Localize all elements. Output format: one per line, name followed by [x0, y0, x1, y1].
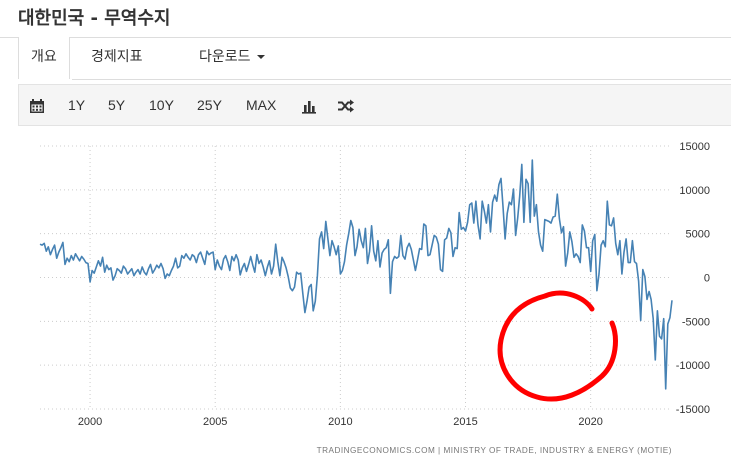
page-title: 대한민국 - 무역수지	[18, 8, 171, 29]
tab-overview[interactable]: 개요	[18, 37, 70, 79]
tab-divider	[72, 79, 731, 80]
chevron-down-icon	[256, 55, 265, 59]
chart-toolbar: 1Y 5Y 10Y 25Y MAX	[18, 84, 731, 126]
y-tick-label: 5000	[686, 229, 710, 241]
y-tick-label: 0	[704, 273, 710, 285]
range-25y-button[interactable]: 25Y	[197, 97, 222, 113]
x-axis-labels: 2000 2005 2010 2015 2020	[78, 416, 603, 428]
range-5y-button[interactable]: 5Y	[108, 97, 126, 113]
x-tick-label: 2005	[203, 416, 227, 428]
source-credit: TRADINGECONOMICS.COM | MINISTRY OF TRADE…	[317, 446, 672, 455]
x-tick-label: 2010	[328, 416, 352, 428]
y-tick-label: -15000	[676, 404, 710, 416]
x-tick-label: 2015	[453, 416, 477, 428]
shuffle-icon[interactable]	[337, 85, 355, 125]
range-1y-button[interactable]: 1Y	[68, 97, 86, 113]
y-tick-label: 15000	[679, 141, 710, 153]
chart-gridlines	[40, 145, 672, 410]
bar-chart-icon[interactable]	[301, 85, 317, 125]
calendar-icon[interactable]	[29, 85, 45, 125]
y-tick-label: 10000	[679, 185, 710, 197]
tab-indicators[interactable]: 경제지표	[91, 49, 143, 65]
x-tick-label: 2000	[78, 416, 102, 428]
tab-bar: 개요 경제지표 다운로드	[18, 37, 731, 79]
header-divider	[0, 37, 731, 38]
x-tick-label: 2020	[578, 416, 602, 428]
tab-download-label: 다운로드	[199, 49, 251, 65]
y-tick-label: -10000	[676, 360, 710, 372]
annotation-circle	[497, 290, 618, 402]
trade-balance-line	[39, 159, 673, 390]
y-axis-labels: 15000 10000 5000 0 -5000 -10000 -15000	[676, 141, 710, 416]
y-tick-label: -5000	[682, 316, 710, 328]
range-10y-button[interactable]: 10Y	[149, 97, 174, 113]
tab-download[interactable]: 다운로드	[199, 37, 265, 79]
range-max-button[interactable]: MAX	[246, 97, 277, 113]
